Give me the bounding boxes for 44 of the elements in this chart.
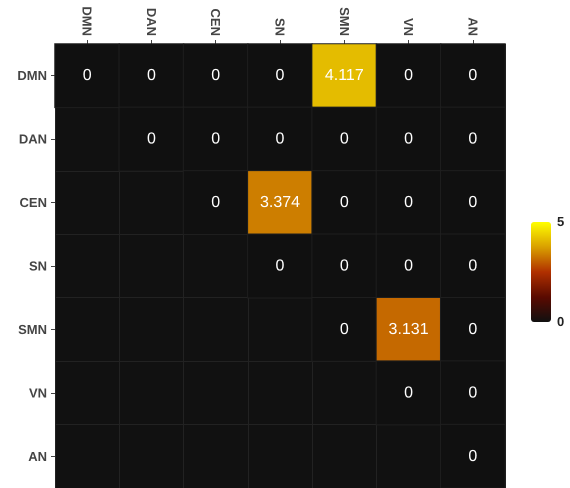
x-tick-label: CEN	[208, 8, 224, 36]
data-label: 0	[468, 130, 478, 148]
data-label: 0	[276, 130, 285, 148]
y-tick-label: VN	[28, 385, 47, 400]
data-label: 0	[468, 384, 478, 402]
data-label: 0	[340, 258, 349, 274]
data-label: 3.374	[260, 194, 300, 212]
color-bar-label: 5	[557, 214, 564, 229]
y-tick-label: DMN	[17, 68, 47, 84]
data-label: 0	[340, 194, 349, 212]
data-label: 0	[340, 130, 349, 148]
data-label: 0	[82, 67, 92, 84]
color-bar-label: 0	[557, 314, 564, 329]
x-tick-label: DMN	[80, 6, 95, 36]
x-tick-label: DAN	[144, 8, 159, 36]
data-label: 0	[404, 258, 414, 274]
data-label: 0	[146, 130, 156, 148]
data-label: 0	[211, 130, 220, 148]
data-label: 0	[404, 130, 414, 148]
data-label: 0	[276, 258, 285, 274]
data-label: 3.131	[388, 320, 429, 338]
y-tick-label: AN	[28, 448, 47, 464]
data-label: 0	[146, 67, 156, 84]
x-tick-label: SMN	[336, 7, 352, 36]
data-label: 0	[468, 448, 478, 465]
data-label: 0	[468, 194, 478, 212]
data-label: 0	[404, 384, 414, 402]
data-label: 0	[404, 194, 414, 212]
x-tick-label: SN	[272, 18, 288, 36]
data-label: 0	[211, 67, 220, 84]
y-tick-label: DAN	[18, 132, 47, 147]
x-tick-label: VN	[401, 18, 416, 36]
data-label: 0	[340, 320, 349, 338]
y-tick-label: CEN	[20, 195, 47, 210]
data-label: 0	[211, 194, 220, 212]
y-tick-label: SN	[28, 258, 47, 274]
data-label: 4.117	[324, 67, 364, 84]
data-label: 0	[468, 320, 478, 338]
y-tick-label: SMN	[18, 322, 47, 337]
x-tick-label: AN	[465, 17, 480, 36]
data-label: 0	[404, 67, 414, 84]
data-label: 0	[468, 67, 478, 84]
data-label: 0	[468, 258, 478, 274]
data-label: 0	[276, 67, 285, 84]
